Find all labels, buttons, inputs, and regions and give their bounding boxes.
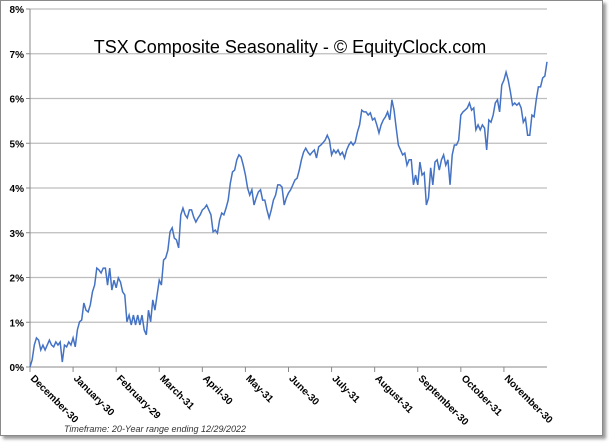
x-tick-label: March-31	[157, 373, 196, 412]
chart-frame	[0, 0, 603, 436]
y-tick-label: 8%	[10, 5, 25, 16]
y-tick-label: 7%	[10, 50, 25, 61]
y-tick-label: 4%	[10, 184, 25, 195]
x-tick-label: August-31	[373, 373, 416, 416]
x-axis-ticks: December-30January-30February-29March-31…	[28, 367, 555, 428]
x-tick-label: October-31	[459, 373, 504, 418]
footnote: Timeframe: 20-Year range ending 12/29/20…	[64, 424, 246, 434]
y-tick-label: 5%	[10, 139, 25, 150]
y-tick-label: 0%	[10, 363, 25, 374]
x-tick-label: February-29	[114, 373, 163, 422]
x-tick-label: April-30	[200, 373, 234, 407]
x-tick-label: July-31	[329, 373, 361, 405]
chart-title: TSX Composite Seasonality - © EquityCloc…	[94, 37, 486, 57]
y-axis-ticks: 0% 1% 2% 3% 4% 5% 6% 7% 8%	[10, 5, 30, 374]
y-tick-label: 1%	[10, 318, 25, 329]
gridlines	[30, 8, 547, 323]
y-tick-label: 2%	[10, 274, 25, 285]
x-tick-label: May-31	[243, 373, 275, 405]
y-tick-label: 3%	[10, 229, 25, 240]
x-tick-label: June-30	[286, 373, 321, 408]
x-tick-label: January-30	[71, 373, 116, 418]
x-tick-label: November-30	[502, 373, 555, 426]
y-tick-label: 6%	[10, 95, 25, 106]
series-line	[29, 61, 548, 368]
